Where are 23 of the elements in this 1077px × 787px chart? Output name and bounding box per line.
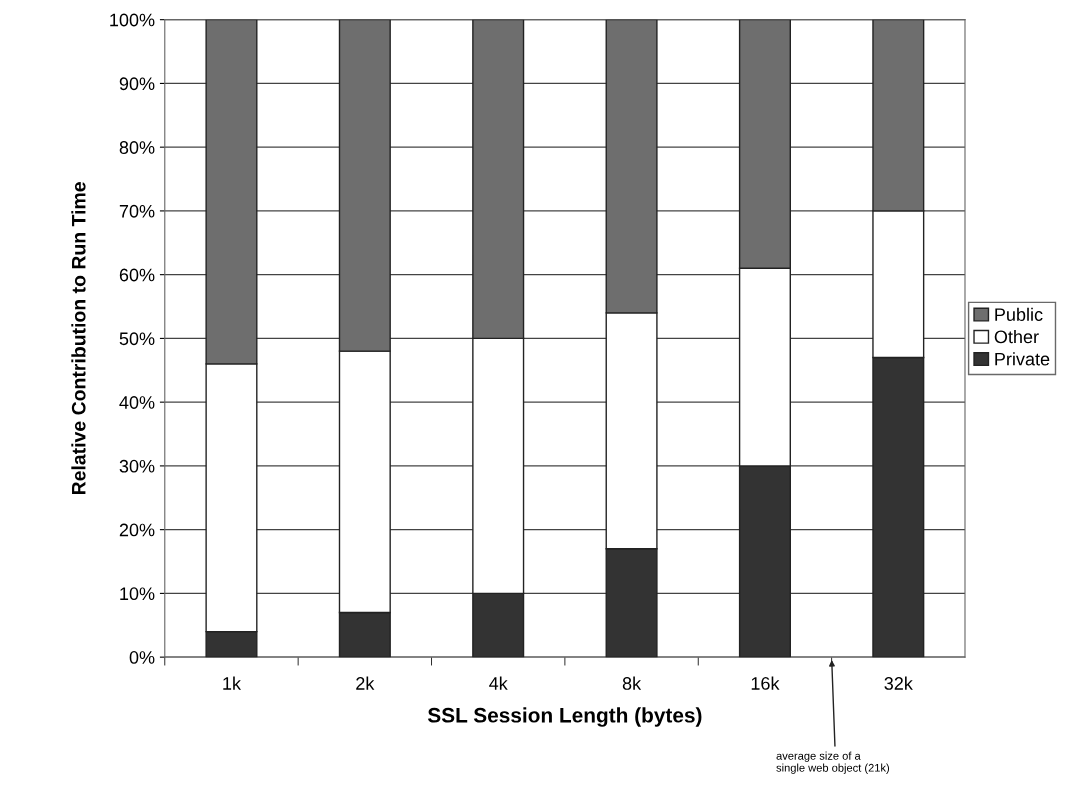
x-tick-label: 32k (884, 676, 913, 690)
legend-label: Private (995, 352, 1050, 366)
text: average size of a single web object (21k) (776, 751, 890, 774)
x-tick-label: 2k (356, 676, 375, 690)
y-tick-label: 60% (119, 268, 155, 282)
y-tick-label: 10% (120, 587, 155, 601)
x-tick-label: 4k (489, 676, 508, 690)
y-tick-label: 40% (119, 396, 155, 409)
y-tick-label: 80% (119, 141, 155, 154)
y-tick-label: 100% (110, 13, 155, 27)
y-tick-label: 90% (119, 77, 155, 91)
legend-label: Public (995, 307, 1043, 322)
legend-label: Other (994, 329, 1039, 344)
y-tick-label: 50% (119, 332, 155, 346)
y-tick-label: 0% (129, 651, 155, 664)
y-tick-label: 20% (119, 523, 155, 537)
x-axis-title: SSL Session Length (bytes) (427, 707, 702, 727)
x-tick-label: 8k (622, 676, 642, 690)
y-axis-title: Relative Contribution to Run Time (71, 182, 86, 495)
y-tick-label: 30% (119, 459, 155, 473)
x-tick-label: 16k (751, 676, 780, 690)
x-tick-label: 1k (223, 676, 242, 690)
y-tick-label: 70% (119, 204, 155, 218)
